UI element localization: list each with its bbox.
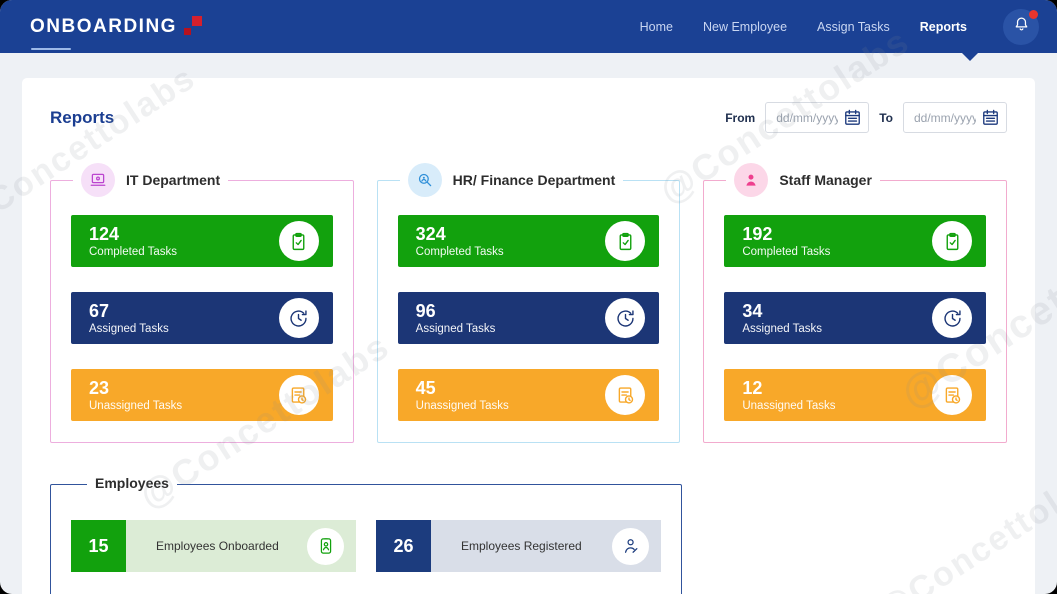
department-card-it: IT Department 124 Completed Tasks 67 Ass… — [50, 163, 354, 443]
stat-label: Completed Tasks — [415, 246, 504, 258]
logo-underline — [31, 47, 71, 50]
completed-tasks-tile: 192 Completed Tasks — [724, 215, 987, 267]
employees-row: 15 Employees Onboarded 26 Employees Regi… — [71, 520, 661, 572]
stat-value: 124 — [89, 224, 120, 244]
unassigned-tasks-tile: 45 Unassigned Tasks — [397, 369, 660, 421]
stat-label: Employees Registered — [461, 539, 582, 553]
main-nav: Home New Employee Assign Tasks Reports — [639, 8, 1039, 45]
employees-onboarded-tile: 15 Employees Onboarded — [71, 520, 356, 572]
logo-square-big — [191, 15, 202, 26]
department-legend: IT Department — [73, 163, 228, 197]
person-icon — [734, 163, 769, 197]
stat-value: 45 — [415, 378, 436, 398]
departments-row: IT Department 124 Completed Tasks 67 Ass… — [50, 163, 1008, 443]
logo-square-small — [183, 28, 191, 35]
assigned-tasks-tile: 96 Assigned Tasks — [397, 292, 660, 344]
clipboard-check-icon — [932, 221, 973, 261]
id-badge-icon — [307, 527, 344, 565]
department-title: IT Department — [126, 172, 221, 188]
stat-value: 192 — [742, 224, 773, 244]
stat-label: Assigned Tasks — [89, 323, 169, 335]
page-title: Reports — [50, 107, 115, 127]
stat-label: Assigned Tasks — [742, 323, 823, 335]
stat-strip: Employees Onboarded — [126, 520, 356, 572]
document-clock-icon — [278, 375, 319, 415]
stat-value: 23 — [89, 378, 110, 398]
stat-value: 67 — [89, 301, 110, 321]
stat-value: 96 — [415, 301, 436, 321]
calendar-icon[interactable] — [843, 108, 862, 127]
document-clock-icon — [932, 375, 973, 415]
stat-label: Unassigned Tasks — [742, 400, 836, 412]
stat-label: Completed Tasks — [742, 246, 831, 258]
stat-label: Unassigned Tasks — [89, 400, 183, 412]
stat-value: 26 — [376, 520, 431, 572]
nav-item-new-employee[interactable]: New Employee — [702, 19, 788, 34]
from-date-input[interactable] — [765, 102, 870, 133]
stat-value: 12 — [742, 378, 763, 398]
clipboard-check-icon — [605, 221, 646, 261]
department-legend: Staff Manager — [726, 163, 880, 197]
stat-value: 15 — [71, 520, 126, 572]
assigned-tasks-tile: 67 Assigned Tasks — [71, 292, 333, 344]
department-title: Staff Manager — [779, 172, 872, 188]
clock-history-icon — [932, 298, 973, 338]
stat-strip: Employees Registered — [431, 520, 661, 572]
stat-value: 324 — [415, 224, 446, 244]
clipboard-check-icon — [278, 221, 319, 261]
stat-label: Unassigned Tasks — [415, 400, 509, 412]
reports-panel: Reports From To — [22, 78, 1035, 594]
completed-tasks-tile: 124 Completed Tasks — [71, 215, 333, 267]
assigned-tasks-tile: 34 Assigned Tasks — [724, 292, 987, 344]
nav-item-reports[interactable]: Reports — [919, 19, 967, 34]
notifications-button[interactable] — [1003, 8, 1039, 45]
person-register-icon — [612, 527, 649, 565]
nav-item-home[interactable]: Home — [639, 19, 673, 34]
page-header: Reports From To — [50, 102, 1007, 133]
from-date-box — [765, 102, 870, 133]
department-card-hr-finance: HR/ Finance Department 324 Completed Tas… — [376, 163, 681, 443]
computer-icon — [81, 163, 115, 197]
app-logo-text: ONBOARDING — [30, 15, 177, 37]
top-navbar: ONBOARDING Home New Employee Assign Task… — [0, 0, 1057, 53]
stat-label: Completed Tasks — [89, 246, 177, 258]
stat-label: Assigned Tasks — [415, 323, 496, 335]
notification-badge — [1029, 9, 1038, 19]
unassigned-tasks-tile: 12 Unassigned Tasks — [724, 369, 987, 421]
to-label: To — [879, 110, 893, 125]
to-date-box — [903, 102, 1007, 133]
date-range-filter: From To — [725, 102, 1007, 133]
clock-history-icon — [278, 298, 319, 338]
unassigned-tasks-tile: 23 Unassigned Tasks — [71, 369, 333, 421]
employees-legend: Employees — [87, 475, 177, 493]
nav-item-assign-tasks[interactable]: Assign Tasks — [817, 19, 890, 34]
stat-value: 34 — [742, 301, 763, 321]
stat-label: Employees Onboarded — [156, 539, 279, 553]
from-label: From — [725, 110, 756, 125]
search-icon — [407, 163, 442, 197]
to-date-input[interactable] — [903, 102, 1007, 133]
document-clock-icon — [605, 375, 646, 415]
clock-history-icon — [605, 298, 646, 338]
employees-registered-tile: 26 Employees Registered — [376, 520, 661, 572]
calendar-icon[interactable] — [981, 108, 1000, 127]
active-tab-pointer — [962, 53, 978, 61]
employees-title: Employees — [95, 475, 169, 491]
bell-icon — [1012, 15, 1031, 39]
department-card-staff-manager: Staff Manager 192 Completed Tasks 34 Ass… — [703, 163, 1008, 443]
department-legend: HR/ Finance Department — [400, 163, 624, 197]
completed-tasks-tile: 324 Completed Tasks — [397, 215, 660, 267]
department-title: HR/ Finance Department — [452, 172, 616, 188]
app-logo: ONBOARDING — [30, 15, 202, 50]
employees-card: Employees 15 Employees Onboarded 26 Empl… — [50, 475, 682, 594]
